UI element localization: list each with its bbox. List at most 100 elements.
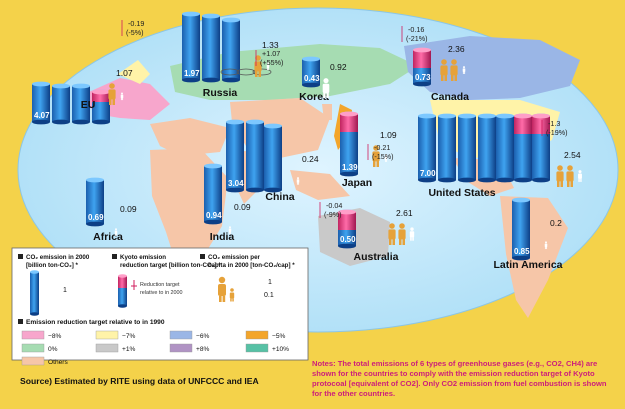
legend-swatch-label: −6%: [196, 333, 210, 340]
region-group: 3.04 China 0.24: [226, 119, 319, 203]
per-capita-value: 0.2: [550, 218, 562, 228]
emission-value: 3.04: [228, 179, 244, 188]
emission-value: 0.50: [340, 235, 356, 244]
legend-swatch: Others: [21, 356, 68, 366]
region-group: 7.00 United States 2.54 -1.3(-19%): [418, 113, 582, 199]
legend-reduction-title: Emission reduction target relative to in…: [26, 319, 165, 326]
target-annotation: -0.21(-15%): [367, 143, 394, 161]
europe-north-shape: [118, 60, 150, 84]
middle-east-shape: [150, 118, 230, 156]
southeast-asia-shape: [290, 170, 350, 200]
region-name: China: [265, 191, 294, 203]
region-group: 0.50 Australia 2.61 -0.04(-9%): [319, 201, 415, 263]
per-capita-value: 2.36: [448, 44, 465, 54]
emission-bar: [182, 11, 240, 83]
legend-target-title: Kyoto emission reduction target [billion …: [120, 254, 221, 269]
per-capita-icons: [108, 83, 124, 105]
per-capita-value: 1.09: [380, 130, 397, 140]
emission-bar: [226, 119, 282, 193]
emission-value: 7.00: [420, 169, 436, 178]
per-capita-value: 1.33: [262, 40, 279, 50]
region-name: India: [210, 231, 235, 243]
legend-swatch-label: +1%: [122, 346, 136, 353]
legend-target-cylinder: [118, 274, 127, 308]
emission-value: 4.07: [34, 111, 50, 120]
region-name: EU: [81, 99, 96, 111]
region-name: Korea: [299, 91, 329, 103]
emission-bar: [338, 209, 356, 249]
legend-swatch: +1%: [95, 343, 136, 353]
emission-bar: [32, 81, 110, 125]
per-capita-value: 1.07: [116, 68, 133, 78]
per-capita-icons: [556, 165, 582, 187]
target-value: -0.04: [326, 201, 342, 210]
legend-person-big-icon: [218, 276, 226, 302]
emission-bar: [340, 111, 358, 177]
emission-bar: [418, 113, 550, 183]
region-name: Canada: [431, 91, 469, 103]
legend-panel: CO₂ emission in 2000 [billion ton-CO₂] * …: [11, 247, 309, 366]
source-note: Source) Estimated by RITE using data of …: [20, 376, 259, 386]
per-capita-icons: [254, 55, 270, 77]
legend-swatch-label: −5%: [272, 333, 286, 340]
region-group: 0.94 India 0.09: [204, 163, 251, 243]
per-capita-icons: [388, 223, 415, 245]
emission-bar: [512, 197, 530, 261]
target-annotation: -0.19(-5%): [121, 19, 144, 37]
legend-target-note: Reduction target relative to in 2000: [140, 282, 183, 296]
per-capita-icons: [372, 145, 388, 167]
legend-swatch: −5%: [245, 330, 286, 340]
regions: 4.07EU1.07-0.19(-5%)1.97Russia1.33+1.07(…: [32, 11, 582, 271]
legend-emission-value: 1: [63, 287, 67, 294]
emission-bar: [302, 56, 320, 88]
region-name: United States: [428, 187, 495, 199]
per-capita-icons: [114, 228, 118, 236]
legend-swatch-label: −8%: [48, 333, 62, 340]
target-annotation: -0.04(-9%): [319, 201, 342, 219]
target-percent: (-21%): [406, 34, 428, 43]
legend-swatch: −6%: [169, 330, 210, 340]
legend-swatch-label: Others: [48, 359, 68, 366]
region-name: Africa: [93, 231, 123, 243]
legend-box: [11, 247, 309, 361]
legend-swatches: −8% −7% −6% −5% 0% +1% +8% +10% Others: [21, 330, 289, 366]
region-group: 4.07 EU 1.07 -0.19(-5%): [32, 19, 144, 125]
per-capita-value: 0.09: [234, 202, 251, 212]
target-value: -1.3: [548, 119, 560, 128]
emission-bar: [413, 47, 431, 87]
target-value: +1.07: [262, 49, 280, 58]
emission-value: 1.39: [342, 163, 358, 172]
target-percent: (-5%): [126, 28, 144, 37]
per-capita-icons: [296, 177, 300, 185]
target-percent: (-15%): [372, 152, 394, 161]
region-name: Latin America: [493, 259, 562, 271]
legend-swatch: −8%: [21, 330, 62, 340]
target-value: -0.21: [374, 143, 390, 152]
legend-swatch: −7%: [95, 330, 136, 340]
legend-swatch: +10%: [245, 343, 289, 353]
target-percent: (-19%): [546, 128, 568, 137]
per-capita-icons: [544, 241, 548, 250]
emission-value: 0.73: [415, 73, 431, 82]
region-name: Russia: [203, 87, 238, 99]
per-capita-value: 0.92: [330, 62, 347, 72]
emission-value: 0.43: [304, 74, 320, 83]
legend-percapita-big: 1: [268, 279, 272, 286]
legend-percapita-title: CO₂ emission per capita in 2000 [ton-CO₂/…: [208, 254, 295, 269]
legend-emission-title: CO₂ emission in 2000 [billion ton-CO₂] *: [26, 254, 90, 269]
legend-percapita-small: 0.1: [264, 292, 274, 299]
legend-person-small-icon: [229, 288, 235, 302]
emission-bar: [204, 163, 222, 225]
notes-text: Notes: The total emissions of 6 types of…: [312, 359, 607, 398]
per-capita-icons: [322, 78, 330, 99]
region-group: 0.43 Korea 0.92: [299, 56, 347, 103]
legend-swatch: +8%: [169, 343, 210, 353]
per-capita-icons: [228, 226, 232, 234]
legend-swatch-label: 0%: [48, 346, 58, 353]
per-capita-value: 0.24: [302, 154, 319, 164]
per-capita-icons: [440, 59, 466, 81]
target-annotation: -0.16(-21%): [401, 25, 428, 43]
